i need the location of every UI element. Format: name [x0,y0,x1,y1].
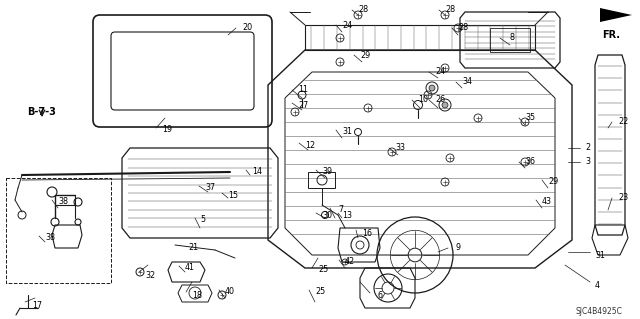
Text: FR.: FR. [602,30,620,40]
Text: 8: 8 [510,33,515,42]
Text: 20: 20 [242,24,252,33]
Text: 10: 10 [418,95,428,105]
Text: 7: 7 [338,205,343,214]
Text: 35: 35 [525,114,535,122]
Text: 39: 39 [322,167,332,176]
Text: 31: 31 [595,250,605,259]
Text: 27: 27 [298,100,308,109]
Text: 25: 25 [315,287,325,296]
Text: 42: 42 [345,257,355,266]
Text: 15: 15 [228,190,238,199]
Text: 9: 9 [455,243,460,253]
Text: SJC4B4925C: SJC4B4925C [575,308,622,316]
Text: 28: 28 [358,5,368,14]
Text: 37: 37 [205,183,215,192]
Text: 21: 21 [188,243,198,253]
Text: 17: 17 [32,300,42,309]
Text: 29: 29 [360,50,371,60]
Text: 24: 24 [342,20,352,29]
Text: 29: 29 [548,177,558,187]
Text: 40: 40 [225,287,235,296]
Text: 16: 16 [362,228,372,238]
Text: 36: 36 [525,158,535,167]
Text: 28: 28 [445,5,455,14]
Text: 5: 5 [200,216,205,225]
Text: 25: 25 [318,265,328,275]
Text: 23: 23 [618,194,628,203]
Text: 28: 28 [458,24,468,33]
Text: 41: 41 [185,263,195,272]
Text: 24: 24 [435,68,445,77]
Text: 34: 34 [462,78,472,86]
Text: 32: 32 [145,271,155,279]
Text: 14: 14 [252,167,262,176]
Circle shape [442,102,448,108]
Text: 22: 22 [618,117,628,127]
Text: 13: 13 [342,211,352,219]
Polygon shape [600,8,632,22]
Text: 4: 4 [595,280,600,290]
Text: 12: 12 [305,140,315,150]
Text: 18: 18 [192,291,202,300]
Text: 33: 33 [395,144,405,152]
Text: 6: 6 [378,292,383,300]
Text: 30: 30 [322,211,332,219]
Text: 38: 38 [58,197,68,206]
Circle shape [429,85,435,91]
Text: 11: 11 [298,85,308,94]
Text: 19: 19 [162,125,172,135]
Text: 2: 2 [585,144,590,152]
Text: 3: 3 [585,158,590,167]
Text: 26: 26 [435,95,445,105]
Text: 43: 43 [542,197,552,206]
Text: 38: 38 [45,234,55,242]
Text: B-7-3: B-7-3 [28,107,56,117]
Text: 31: 31 [342,128,352,137]
